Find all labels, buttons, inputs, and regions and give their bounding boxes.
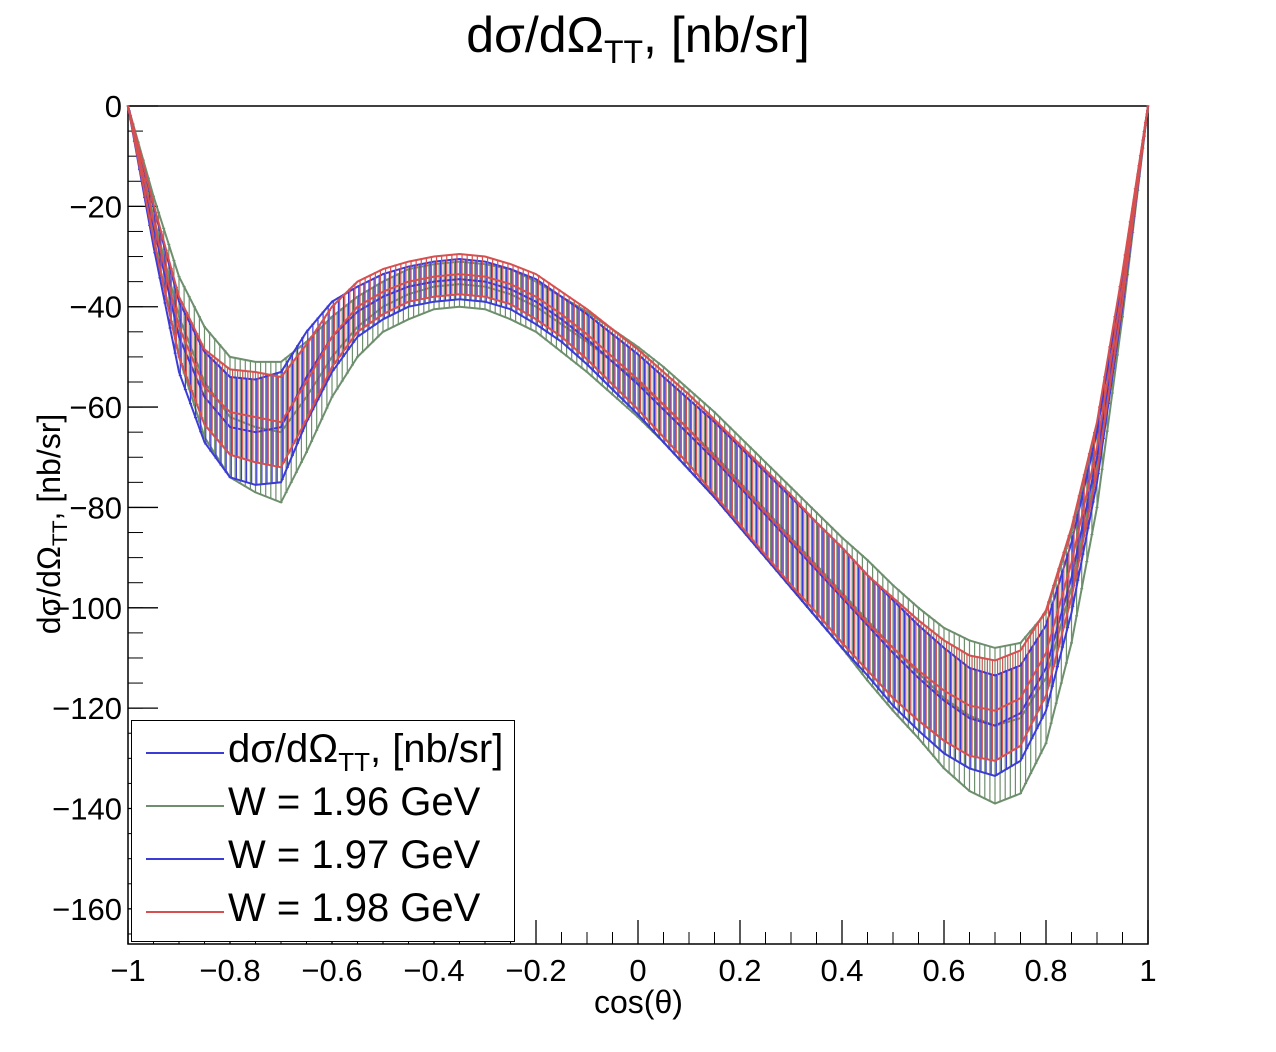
series-line — [127, 105, 1149, 712]
legend: dσ/dΩTT, [nb/sr] W = 1.96 GeV W = 1.97 G… — [131, 720, 515, 942]
legend-label-w196: W = 1.96 GeV — [228, 780, 481, 824]
x-tick-label: −0.8 — [199, 953, 260, 988]
y-tick-label: −80 — [69, 490, 122, 525]
legend-entry-w196: W = 1.96 GeV — [132, 778, 512, 833]
x-axis-label: cos(θ) — [594, 984, 683, 1020]
y-tick-label: −40 — [69, 290, 122, 325]
y-tick-label: −60 — [69, 390, 122, 425]
legend-swatch-w197 — [146, 858, 224, 860]
y-tick-label: −20 — [69, 189, 122, 224]
y-axis-label: dσ/dΩTT, [nb/sr] — [30, 413, 73, 635]
legend-entry-w198: W = 1.98 GeV — [132, 884, 512, 939]
y-tick-label: −160 — [52, 892, 122, 927]
y-tick-label: −120 — [52, 691, 122, 726]
series-lower-edge — [127, 105, 1149, 805]
x-tick-label: −1 — [110, 953, 145, 988]
series-lower-edge — [127, 105, 1149, 777]
x-tick-label: 1 — [1139, 953, 1156, 988]
series-upper-edge — [127, 105, 1149, 677]
series-upper-edge — [127, 105, 1149, 662]
x-tick-label: −0.6 — [301, 953, 362, 988]
legend-label-total: dσ/dΩTT, [nb/sr] — [228, 727, 504, 777]
legend-entry-w197: W = 1.97 GeV — [132, 831, 512, 886]
legend-swatch-w198 — [146, 911, 224, 913]
legend-swatch-total — [146, 752, 224, 754]
chart-title: dσ/dΩTT, [nb/sr] — [466, 7, 810, 70]
x-tick-label: 0.6 — [922, 953, 965, 988]
x-tick-label: −0.2 — [505, 953, 566, 988]
legend-entry-total: dσ/dΩTT, [nb/sr] — [132, 725, 512, 780]
x-tick-label: 0 — [629, 953, 646, 988]
legend-swatch-w196 — [146, 805, 224, 807]
x-tick-label: 0.8 — [1024, 953, 1067, 988]
y-tick-label: −100 — [52, 591, 122, 626]
series-lower-edge — [127, 105, 1149, 762]
legend-label-w198: W = 1.98 GeV — [228, 886, 481, 930]
y-tick-label: 0 — [105, 89, 122, 124]
y-tick-label: −140 — [52, 792, 122, 827]
x-tick-label: −0.4 — [403, 953, 464, 988]
x-tick-label: 0.2 — [718, 953, 761, 988]
legend-label-w197: W = 1.97 GeV — [228, 833, 481, 877]
x-tick-label: 0.4 — [820, 953, 863, 988]
